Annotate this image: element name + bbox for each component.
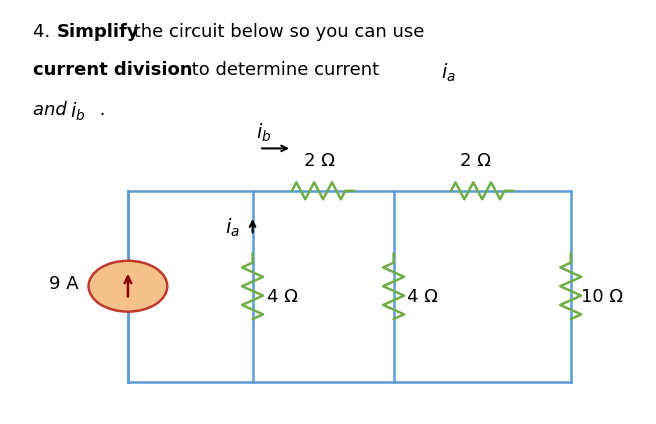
Text: 4 Ω: 4 Ω <box>407 288 438 306</box>
Text: $i_b$: $i_b$ <box>256 122 272 144</box>
Text: 2 Ω: 2 Ω <box>304 153 335 170</box>
Text: .: . <box>94 101 106 119</box>
Text: 2 Ω: 2 Ω <box>460 153 491 170</box>
Text: 4.: 4. <box>33 23 56 41</box>
Text: the circuit below so you can use: the circuit below so you can use <box>128 23 424 41</box>
Text: 10 Ω: 10 Ω <box>581 288 623 306</box>
Text: current division: current division <box>33 61 192 79</box>
Circle shape <box>89 261 167 312</box>
Text: $i_b$: $i_b$ <box>70 101 86 123</box>
Text: 9 A: 9 A <box>49 275 79 293</box>
Text: to determine current: to determine current <box>186 61 384 79</box>
Text: 4 Ω: 4 Ω <box>267 288 298 306</box>
Text: and: and <box>33 101 72 119</box>
Text: $i_a$: $i_a$ <box>224 217 239 239</box>
Text: $i_a$: $i_a$ <box>441 61 456 84</box>
Text: Simplify: Simplify <box>56 23 139 41</box>
